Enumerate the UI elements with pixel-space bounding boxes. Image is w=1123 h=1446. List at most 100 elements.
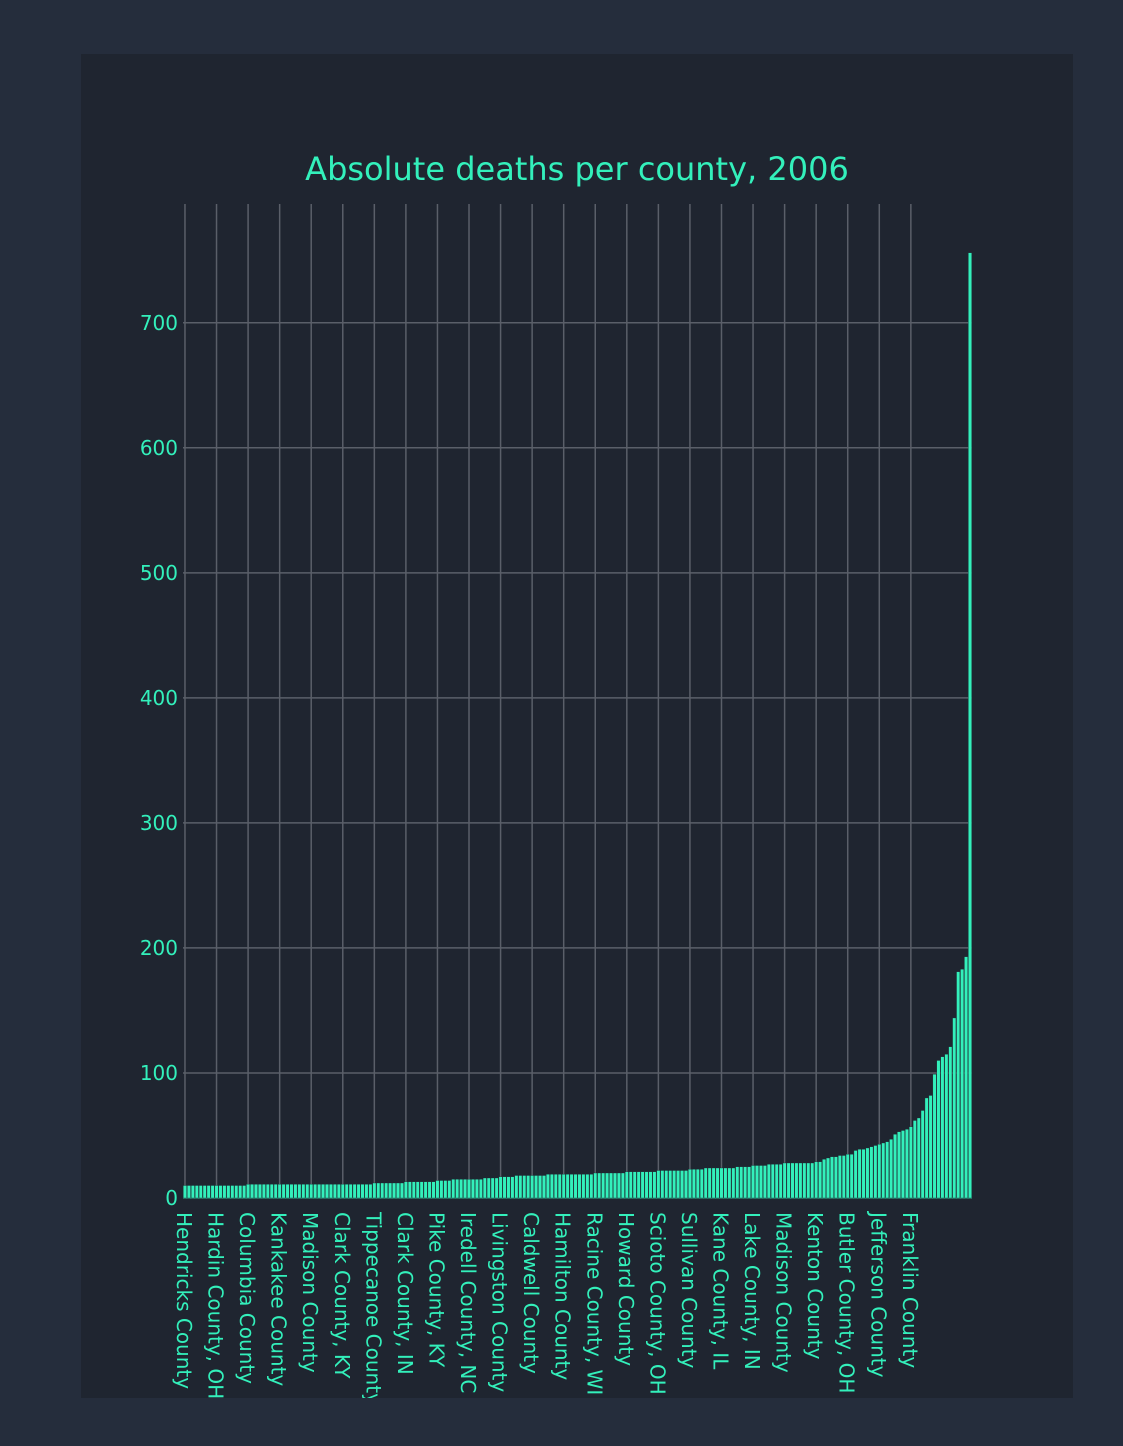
x-tick-label: Jefferson County [866, 1210, 890, 1378]
bar [392, 1182, 396, 1199]
y-axis-ticks: 0 100 200 300 400 500 600 700 [140, 311, 178, 1210]
bar [841, 1155, 846, 1199]
bar [435, 1180, 440, 1199]
bar [719, 1167, 724, 1199]
bar [636, 1171, 641, 1199]
bar [845, 1154, 850, 1199]
bar [853, 1150, 858, 1199]
x-tick-label: Clark County, KY [330, 1212, 354, 1379]
bar [916, 1117, 921, 1199]
bar [411, 1181, 416, 1199]
bar [250, 1184, 254, 1199]
bar [285, 1184, 290, 1199]
bar [699, 1169, 704, 1199]
bar [546, 1174, 550, 1199]
bar [676, 1170, 680, 1199]
bar [849, 1154, 854, 1199]
bar [703, 1167, 708, 1199]
bar [640, 1171, 645, 1199]
bar [782, 1162, 787, 1199]
bar [333, 1184, 337, 1199]
bar [751, 1165, 755, 1199]
bar [739, 1166, 744, 1199]
x-tick-label: Kenton County [803, 1212, 827, 1360]
bar [218, 1185, 223, 1199]
y-tick-label: 300 [140, 811, 178, 835]
bar [187, 1185, 191, 1199]
bar [928, 1095, 933, 1199]
bar [502, 1176, 507, 1199]
bar [506, 1176, 511, 1199]
bar [538, 1175, 542, 1199]
bar [388, 1182, 392, 1199]
bar [581, 1174, 586, 1199]
bars [183, 252, 972, 1199]
bar [246, 1184, 250, 1199]
bar [743, 1166, 748, 1199]
bar [755, 1165, 759, 1199]
bar [471, 1179, 475, 1199]
bar [660, 1170, 665, 1199]
bar [514, 1175, 519, 1199]
bar [372, 1182, 377, 1199]
bar [380, 1182, 385, 1199]
bar [443, 1180, 448, 1199]
x-tick-label: Clark County, IN [393, 1212, 417, 1375]
bar [423, 1181, 428, 1199]
bar [202, 1185, 207, 1199]
bar [727, 1167, 732, 1199]
bar [400, 1182, 404, 1199]
bar [688, 1169, 692, 1199]
bar [309, 1184, 314, 1199]
bar [297, 1184, 302, 1199]
bar [869, 1146, 874, 1199]
bar [191, 1185, 195, 1199]
bar [806, 1162, 811, 1199]
bar [573, 1174, 578, 1199]
x-tick-label: Racine County, WI [582, 1212, 606, 1395]
x-tick-label: Butler County, OH [835, 1212, 859, 1393]
bar [344, 1184, 349, 1199]
bar [340, 1184, 345, 1199]
bar [368, 1184, 373, 1199]
bar [968, 252, 972, 1199]
bar [427, 1181, 432, 1199]
bar [313, 1184, 318, 1199]
bar [628, 1171, 633, 1199]
bar [664, 1170, 669, 1199]
bar [230, 1185, 235, 1199]
bar [348, 1184, 353, 1199]
bar [672, 1170, 676, 1199]
bar [329, 1184, 333, 1199]
bar [940, 1056, 945, 1199]
bar [407, 1181, 412, 1199]
x-tick-label: Madison County [298, 1212, 322, 1373]
bar [948, 1046, 953, 1199]
x-tick-label: Iredell County, NC [456, 1212, 480, 1393]
bar [490, 1177, 495, 1199]
x-axis-ticks: Hendricks County Hardin County, OH Columbi… [172, 1210, 922, 1398]
bar [826, 1157, 830, 1199]
bar [293, 1184, 298, 1199]
bar [932, 1074, 937, 1199]
bar [778, 1164, 783, 1199]
bar [265, 1184, 270, 1199]
bar [321, 1184, 325, 1199]
bar [419, 1181, 424, 1199]
bar [565, 1174, 570, 1199]
x-tick-label: Howard County [614, 1212, 638, 1366]
bar [794, 1162, 799, 1199]
bar [920, 1110, 925, 1199]
bar [644, 1171, 649, 1199]
bar [901, 1130, 905, 1199]
bar [897, 1131, 901, 1199]
bar [624, 1171, 629, 1199]
bar [802, 1162, 807, 1199]
bar [597, 1172, 602, 1199]
bar [889, 1139, 893, 1199]
bar [786, 1162, 791, 1199]
bar [613, 1172, 617, 1199]
bar [194, 1185, 199, 1199]
bar [498, 1176, 503, 1199]
bar [364, 1184, 369, 1199]
